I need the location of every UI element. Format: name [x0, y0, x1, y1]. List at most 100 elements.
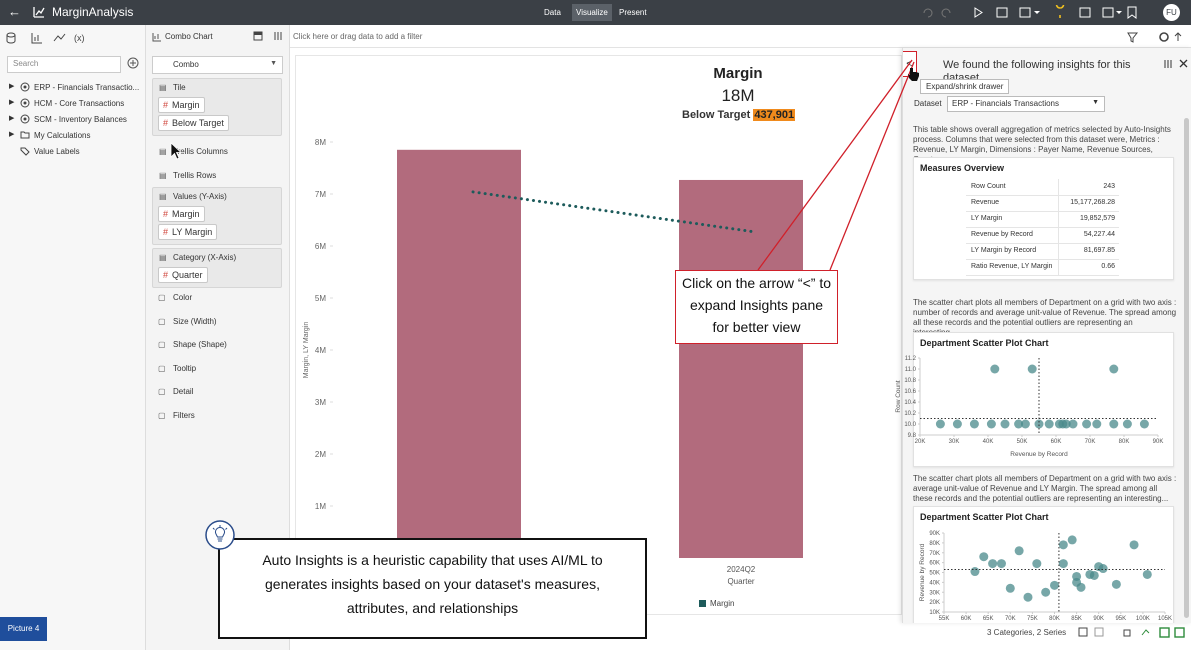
- scatter-point: [1014, 546, 1024, 556]
- tree-item[interactable]: HCM - Core Transactions: [34, 99, 125, 108]
- scatter-point: [1111, 579, 1121, 589]
- subtitle-label: Below Target: [682, 109, 751, 121]
- x-tick-label: 30K: [949, 439, 960, 445]
- property-label[interactable]: Color: [173, 293, 193, 302]
- x-tick-label: 70K: [1085, 439, 1096, 445]
- scatter-point: [1032, 559, 1042, 569]
- subtitle-value: 437,901: [753, 109, 796, 121]
- property-label[interactable]: Tooltip: [173, 363, 197, 373]
- scatter-point: [1014, 419, 1024, 429]
- field-name: LY Margin: [172, 227, 213, 237]
- y-axis-label: Row Count: [895, 380, 902, 412]
- section-label[interactable]: Category (X-Axis): [173, 253, 237, 262]
- y-tick-label: 10.2: [904, 411, 916, 417]
- scatter-point: [1089, 570, 1099, 580]
- filter-bar[interactable]: Click here or drag data to add a filter: [290, 28, 1191, 48]
- section-icon: ▤: [159, 171, 167, 180]
- property-icon: ▢: [158, 411, 166, 420]
- row-label: Revenue by Record: [971, 231, 1033, 238]
- scatter-point: [1041, 587, 1051, 597]
- scatter-point: [1061, 419, 1071, 429]
- y-tick-label: 50K: [929, 571, 940, 577]
- scatter-title: Department Scatter Plot Chart: [920, 512, 1049, 522]
- nav-tab[interactable]: Present: [619, 8, 647, 17]
- y-tick-label: 9.8: [908, 433, 917, 439]
- x-tick-label: 85K: [1071, 616, 1082, 622]
- scatter-point: [1050, 580, 1059, 590]
- field-pill[interactable]: # Below Target: [158, 115, 229, 131]
- y-tick-label: 10.0: [904, 422, 916, 428]
- scatter-point: [1005, 583, 1015, 593]
- x-tick-label: 80K: [1119, 439, 1130, 445]
- column-divider: [1058, 243, 1059, 259]
- scatter-point: [1044, 419, 1054, 429]
- x-tick-label: 105K: [1158, 616, 1172, 622]
- scatter-title: Department Scatter Plot Chart: [920, 338, 1049, 348]
- nav-tab[interactable]: Data: [544, 8, 561, 17]
- auto-insights-callout: Auto Insights is a heuristic capability …: [218, 538, 647, 639]
- row-label: Row Count: [971, 183, 1006, 190]
- dataset-dropdown[interactable]: ERP - Financials Transactions ▼: [947, 96, 1105, 112]
- field-name: Quarter: [172, 270, 203, 280]
- tree-item[interactable]: My Calculations: [34, 131, 91, 140]
- property-label[interactable]: Detail: [173, 387, 194, 397]
- tree-item[interactable]: SCM - Inventory Balances: [34, 115, 127, 124]
- y-tick-label: 2M: [315, 450, 326, 459]
- section-icon: ▤: [159, 192, 167, 201]
- chart-title: Margin: [713, 65, 763, 82]
- property-label[interactable]: Size (Width): [173, 316, 217, 326]
- x-tick-label: 95K: [1115, 616, 1126, 622]
- x-tick-label: 75K: [1027, 616, 1038, 622]
- chart-type-dropdown[interactable]: Combo ▼: [152, 56, 283, 74]
- add-button[interactable]: [127, 57, 139, 69]
- section-label[interactable]: Tile: [173, 83, 186, 92]
- tree-icon: [20, 82, 30, 92]
- y-tick-label: 11.2: [905, 356, 917, 362]
- row-value: 81,697.85: [1083, 247, 1115, 254]
- table-row: LY Margin by Record 81,697.85: [966, 243, 1119, 260]
- property-label[interactable]: Shape (Shape): [173, 340, 227, 350]
- tree-item[interactable]: Value Labels: [34, 147, 80, 156]
- back-button[interactable]: ←: [8, 4, 21, 19]
- search-box[interactable]: Search: [7, 56, 121, 73]
- scatter-point: [990, 364, 1000, 374]
- user-avatar[interactable]: FU: [1163, 4, 1180, 21]
- property-icon: ▢: [158, 316, 166, 326]
- dataset-value: ERP - Financials Transactions: [952, 99, 1060, 108]
- x-tick-label: 100K: [1136, 616, 1150, 622]
- tree-caret: ▶: [9, 115, 15, 122]
- scatter-point: [1098, 564, 1108, 574]
- y-tick-label: 80K: [929, 541, 940, 547]
- nav-tab[interactable]: Visualize: [572, 4, 612, 21]
- tree-item[interactable]: ERP - Financials Transactio...: [34, 83, 140, 92]
- drawer-icons: [1164, 59, 1188, 68]
- property-label[interactable]: Filters: [173, 411, 195, 420]
- field-pill[interactable]: # Quarter: [158, 267, 208, 283]
- y-tick-label: 11.0: [905, 367, 917, 373]
- scatter-point: [986, 419, 996, 429]
- hand-cursor: [908, 68, 919, 81]
- section-label[interactable]: Trellis Columns: [173, 147, 228, 156]
- x-tick-label: 60K: [961, 616, 972, 622]
- scrollbar[interactable]: [1184, 118, 1189, 618]
- field-pill[interactable]: # Margin: [158, 206, 205, 222]
- tree-caret: ▶: [9, 83, 15, 90]
- row-label: LY Margin: [971, 215, 1003, 222]
- section-label[interactable]: Values (Y-Axis): [173, 192, 227, 201]
- bar: [679, 179, 803, 558]
- callout-connector: [757, 59, 913, 271]
- scatter-point: [1129, 540, 1139, 550]
- app-icon: [33, 7, 45, 18]
- chart-icon: [152, 33, 161, 42]
- y-tick-label: 60K: [929, 561, 940, 567]
- insights-drawer: < We found the following insights for th…: [902, 48, 1191, 623]
- scatter-card: Department Scatter Plot Chart: [913, 506, 1174, 623]
- section-label[interactable]: Trellis Rows: [173, 171, 217, 180]
- field-pill[interactable]: # LY Margin: [158, 224, 218, 240]
- callout-connector: [829, 61, 915, 271]
- column-divider: [1058, 179, 1059, 195]
- column-divider: [1058, 227, 1059, 243]
- field-pill[interactable]: # Margin: [158, 97, 205, 113]
- y-tick-label: 3M: [315, 398, 326, 407]
- scatter-point: [1122, 419, 1132, 429]
